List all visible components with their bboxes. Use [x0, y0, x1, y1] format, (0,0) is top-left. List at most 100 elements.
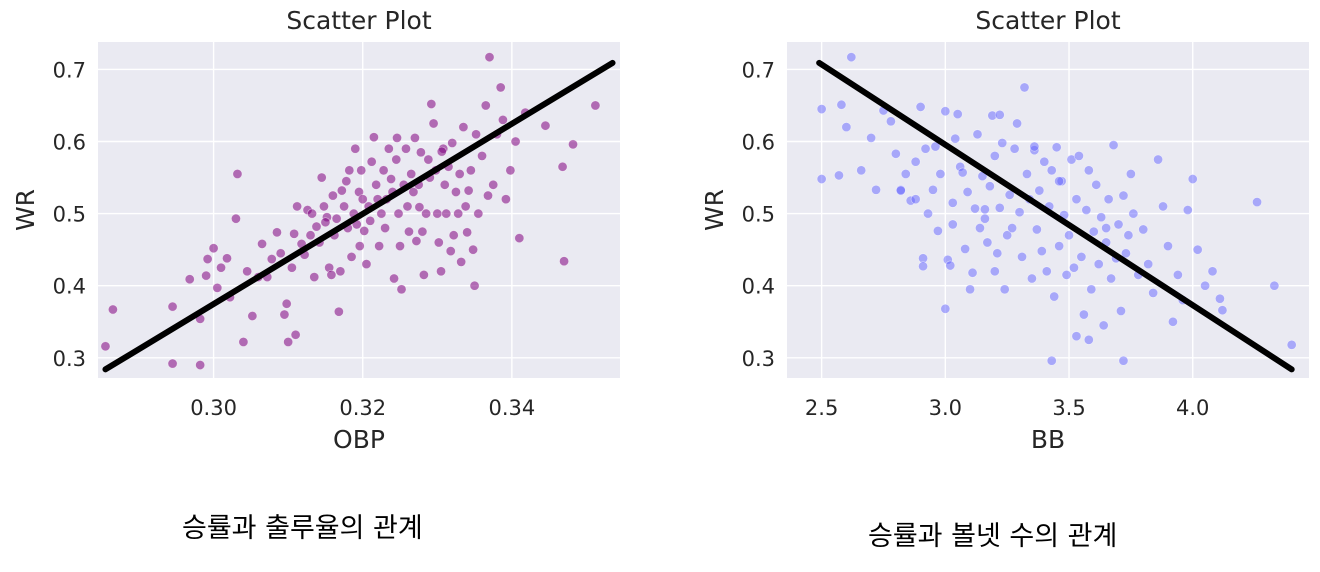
- bb-scatter-point: [1004, 189, 1015, 200]
- bb-scatter-point: [1252, 197, 1262, 207]
- obp-scatter-point: [365, 215, 376, 226]
- obp-scatter-point: [320, 217, 331, 228]
- obp-scatter-point: [389, 273, 399, 284]
- obp-scatter-point: [167, 358, 178, 369]
- obp-scatter-point: [371, 179, 382, 190]
- obp-scatter-point: [439, 179, 450, 190]
- bb-scatter-point: [1103, 194, 1114, 205]
- bb-scatter-point: [1022, 169, 1032, 179]
- bb-scatter-point: [980, 204, 990, 215]
- bb-scatter-point: [1207, 266, 1218, 277]
- obp-scatter-point: [335, 266, 346, 277]
- obp-y-tick-label: 0.3: [53, 347, 86, 371]
- obp-scatter-point: [184, 274, 195, 285]
- bb-scatter-point: [1041, 266, 1052, 277]
- obp-scatter-point: [454, 169, 465, 179]
- obp-scatter-point: [208, 243, 219, 254]
- bb-scatter-point: [994, 202, 1005, 213]
- obp-scatter-point: [458, 122, 469, 132]
- obp-scatter-point: [568, 139, 578, 150]
- bb-scatter-point: [1118, 190, 1129, 201]
- bb-scatter-point: [1172, 269, 1183, 280]
- bb-scatter-point: [928, 184, 938, 195]
- bb-scatter-point: [1046, 355, 1057, 366]
- obp-scatter-point: [266, 254, 277, 264]
- obp-scatter-point: [361, 259, 372, 269]
- obp-y-axis-label: WR: [11, 189, 40, 231]
- bb-scatter-point: [1054, 241, 1065, 251]
- bb-scatter-point: [816, 104, 827, 114]
- obp-scatter-point: [441, 208, 452, 219]
- obp-scatter-point: [463, 185, 474, 196]
- obp-scatter-point: [406, 169, 417, 179]
- obp-scatter-point: [426, 99, 437, 109]
- bb-scatter-point: [1071, 194, 1082, 205]
- obp-scatter-point: [392, 132, 402, 143]
- bb-scatter-point: [940, 106, 951, 117]
- bb-scatter-point: [1098, 320, 1109, 331]
- obp-scatter-point: [279, 309, 290, 320]
- obp-scatter-point: [309, 272, 320, 282]
- obp-scatter-point: [356, 165, 367, 176]
- bb-scatter-point: [920, 143, 931, 154]
- obp-scatter-point: [473, 208, 484, 219]
- bb-scatter-point: [1083, 334, 1094, 345]
- scatter-plot-bb: 2.5 3.0 3.5 4.0 0.3 0.4 0.5 0.6 0.7 Scatter Plot B…: [700, 6, 1309, 454]
- bb-scatter-point: [886, 116, 896, 127]
- bb-scatter-point: [1002, 230, 1013, 241]
- obp-scatter-point: [514, 233, 525, 244]
- bb-x-tick-label: 4.0: [1176, 396, 1209, 420]
- bb-scatter-point: [923, 208, 933, 219]
- obp-scatter-point: [477, 151, 487, 161]
- bb-scatter-point: [992, 248, 1003, 259]
- bb-scatter-point: [915, 101, 926, 112]
- obp-scatter-point: [346, 251, 357, 262]
- obp-scatter-point: [510, 136, 521, 147]
- bb-scatter-point: [962, 187, 973, 197]
- obp-scatter-point: [386, 174, 396, 184]
- bb-scatter-point: [1118, 355, 1129, 366]
- obp-scatter-point: [272, 227, 282, 238]
- obp-scatter-point: [366, 156, 377, 167]
- obp-scatter-point: [283, 337, 294, 347]
- obp-scatter-point: [418, 269, 429, 280]
- obp-scatter-point: [501, 194, 511, 205]
- bb-scatter-point: [1031, 224, 1042, 235]
- bb-scatter-point: [1116, 306, 1126, 316]
- obp-x-tick-label: 0.34: [488, 396, 535, 420]
- obp-x-tick-label: 0.32: [339, 396, 386, 420]
- obp-y-tick-label: 0.5: [53, 203, 86, 227]
- bb-scatter-point: [856, 165, 867, 176]
- bb-scatter-point: [967, 267, 978, 278]
- obp-scatter-point: [369, 132, 379, 143]
- obp-scatter-point: [354, 241, 365, 251]
- obp-scatter-point: [432, 208, 443, 219]
- bb-y-tick-label: 0.6: [742, 131, 775, 155]
- obp-scatter-point: [451, 187, 461, 197]
- obp-chart-title: Scatter Plot: [286, 6, 431, 35]
- obp-y-tick-label: 0.6: [53, 131, 86, 155]
- bb-scatter-point: [890, 148, 901, 159]
- obp-scatter-point: [359, 226, 370, 236]
- bb-trend-line: [816, 59, 1295, 373]
- bb-scatter-point: [1123, 230, 1134, 241]
- obp-scatter-point: [281, 298, 292, 309]
- bb-scatter-point: [1192, 244, 1203, 255]
- bb-scatter-point: [1088, 226, 1099, 237]
- obp-scatter-point: [232, 169, 243, 179]
- bb-scatter-point: [1286, 339, 1297, 350]
- bb-scatter-point: [816, 174, 827, 184]
- obp-scatter-point: [333, 306, 344, 317]
- bb-scatter-point: [1017, 251, 1027, 262]
- bb-scatter-point: [933, 226, 943, 236]
- obp-scatter-point: [202, 254, 213, 264]
- bb-scatter-point: [1113, 219, 1124, 230]
- obp-scatter-point: [557, 161, 568, 172]
- bb-scatter-point: [1163, 241, 1173, 251]
- bb-y-tick-label: 0.5: [742, 203, 775, 227]
- bb-scatter-point: [1069, 262, 1079, 273]
- obp-scatter-point: [167, 301, 178, 312]
- bb-scatter-point: [935, 169, 946, 179]
- obp-scatter-point: [257, 238, 267, 249]
